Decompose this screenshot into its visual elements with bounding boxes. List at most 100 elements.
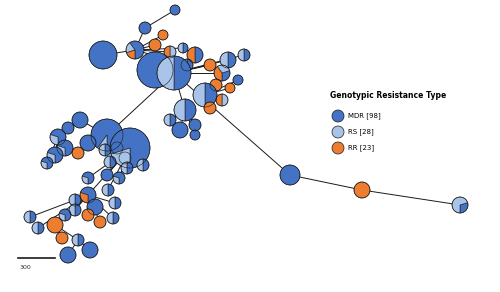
Wedge shape (99, 144, 105, 156)
Wedge shape (56, 232, 68, 244)
Wedge shape (174, 99, 185, 121)
Wedge shape (82, 172, 94, 184)
Wedge shape (210, 79, 222, 91)
Wedge shape (220, 52, 228, 68)
Wedge shape (38, 222, 44, 234)
Wedge shape (102, 184, 108, 196)
Wedge shape (47, 152, 55, 163)
Wedge shape (80, 192, 88, 203)
Wedge shape (75, 194, 81, 206)
Wedge shape (72, 112, 88, 128)
Wedge shape (157, 56, 174, 90)
Wedge shape (170, 5, 180, 15)
Wedge shape (189, 119, 201, 131)
Wedge shape (126, 50, 135, 59)
Wedge shape (170, 46, 176, 58)
Wedge shape (104, 156, 110, 168)
Wedge shape (204, 102, 216, 114)
Text: MDR [98]: MDR [98] (348, 113, 381, 119)
Wedge shape (190, 130, 200, 140)
Wedge shape (137, 159, 143, 171)
Wedge shape (114, 172, 125, 184)
Circle shape (332, 110, 344, 122)
Wedge shape (121, 162, 127, 174)
Wedge shape (187, 59, 193, 71)
Wedge shape (101, 169, 113, 181)
Wedge shape (60, 209, 71, 221)
Wedge shape (452, 197, 468, 213)
Wedge shape (216, 94, 222, 106)
Wedge shape (94, 216, 106, 228)
Wedge shape (50, 129, 66, 145)
Wedge shape (149, 39, 161, 51)
Wedge shape (125, 152, 131, 164)
Wedge shape (195, 47, 203, 63)
Wedge shape (41, 161, 47, 169)
Wedge shape (214, 67, 222, 81)
Wedge shape (89, 41, 117, 69)
Circle shape (332, 126, 344, 138)
Wedge shape (225, 83, 235, 93)
Wedge shape (91, 119, 123, 151)
Wedge shape (59, 213, 65, 221)
Wedge shape (69, 194, 75, 206)
Wedge shape (193, 83, 205, 107)
Wedge shape (50, 135, 58, 145)
Wedge shape (47, 217, 63, 233)
Wedge shape (75, 204, 81, 216)
Wedge shape (127, 162, 133, 174)
Wedge shape (110, 156, 116, 168)
Wedge shape (60, 247, 76, 263)
Wedge shape (172, 122, 188, 138)
Wedge shape (119, 152, 125, 164)
Wedge shape (80, 135, 96, 151)
Wedge shape (233, 75, 243, 85)
Wedge shape (218, 65, 230, 73)
Wedge shape (110, 128, 150, 168)
Text: RR [23]: RR [23] (348, 145, 374, 151)
Wedge shape (109, 197, 115, 209)
Wedge shape (62, 122, 74, 134)
Wedge shape (72, 234, 78, 246)
Wedge shape (111, 142, 117, 154)
Wedge shape (174, 56, 191, 90)
Wedge shape (113, 212, 119, 224)
Wedge shape (183, 43, 188, 53)
Wedge shape (139, 22, 151, 34)
Wedge shape (280, 165, 300, 185)
Text: RS [28]: RS [28] (348, 128, 374, 135)
Wedge shape (460, 203, 468, 213)
Wedge shape (78, 234, 84, 246)
Wedge shape (105, 144, 111, 156)
Wedge shape (58, 140, 73, 156)
Wedge shape (82, 209, 94, 221)
Circle shape (332, 142, 344, 154)
Wedge shape (222, 94, 228, 106)
Wedge shape (178, 43, 183, 53)
Wedge shape (72, 147, 84, 159)
Wedge shape (137, 52, 173, 88)
Wedge shape (205, 83, 217, 107)
Wedge shape (98, 135, 107, 151)
Text: 300: 300 (20, 265, 32, 270)
Wedge shape (130, 41, 144, 59)
Wedge shape (30, 211, 36, 223)
Wedge shape (113, 176, 119, 184)
Wedge shape (170, 114, 176, 126)
Wedge shape (181, 59, 187, 71)
Wedge shape (185, 99, 196, 121)
Wedge shape (187, 47, 195, 63)
Wedge shape (107, 212, 113, 224)
Wedge shape (57, 145, 65, 156)
Wedge shape (228, 52, 236, 68)
Wedge shape (111, 148, 130, 168)
Wedge shape (354, 182, 370, 198)
Wedge shape (69, 204, 75, 216)
Wedge shape (42, 157, 53, 169)
Wedge shape (238, 49, 244, 61)
Wedge shape (164, 46, 170, 58)
Wedge shape (82, 242, 98, 258)
Wedge shape (164, 114, 170, 126)
Wedge shape (244, 49, 250, 61)
Wedge shape (117, 142, 123, 154)
